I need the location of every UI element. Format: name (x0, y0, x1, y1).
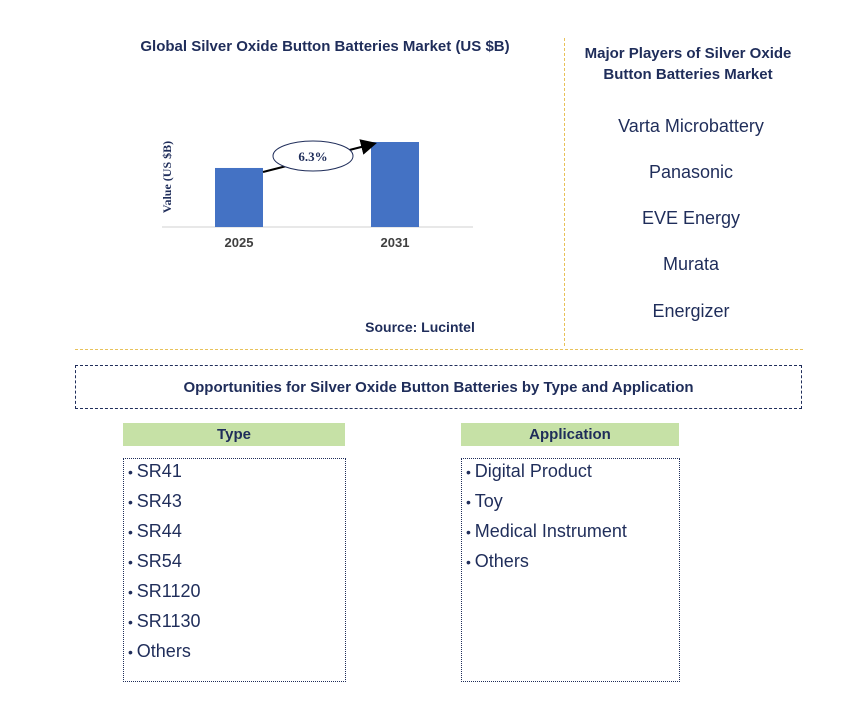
type-item: SR44 (128, 521, 182, 542)
player-item: Varta Microbattery (618, 116, 764, 136)
bar-2025 (215, 167, 263, 227)
player-item: EVE Energy (641, 208, 741, 228)
player-item: Murata (662, 254, 720, 274)
type-item: SR41 (128, 461, 182, 482)
application-item: Digital Product (466, 461, 592, 482)
application-item: Others (466, 551, 529, 572)
player-item: Panasonic (648, 162, 734, 182)
opportunities-title: Opportunities for Silver Oxide Button Ba… (75, 365, 802, 409)
type-item: SR43 (128, 491, 182, 512)
application-item: Medical Instrument (466, 521, 627, 542)
type-item: SR1120 (128, 581, 201, 602)
horizontal-divider (75, 349, 803, 350)
type-item: Others (128, 641, 191, 662)
type-header: Type (123, 423, 345, 446)
player-item: Energizer (652, 301, 730, 321)
source-note: Source: Lucintel (365, 319, 475, 335)
chart-title: Global Silver Oxide Button Batteries Mar… (140, 38, 510, 55)
type-item: SR1130 (128, 611, 201, 632)
x-tick-label: 2025 (225, 235, 254, 250)
vertical-divider (564, 38, 565, 346)
application-list: Digital Product Toy Medical Instrument O… (461, 458, 680, 682)
bar-chart: Value (US $B) 2025 2031 6.3% (160, 139, 473, 250)
x-tick-label: 2031 (381, 235, 410, 250)
application-item: Toy (466, 491, 503, 512)
application-header: Application (461, 423, 679, 446)
growth-ellipse (272, 140, 354, 172)
type-item: SR54 (128, 551, 182, 572)
bar-2031 (371, 142, 419, 227)
players-title: Major Players of Silver Oxide Button Bat… (584, 45, 792, 83)
type-list: SR41 SR43 SR44 SR54 SR1120 SR1130 Others (123, 458, 346, 682)
growth-label: 6.3% (298, 149, 327, 164)
y-axis-label: Value (US $B) (160, 141, 174, 213)
